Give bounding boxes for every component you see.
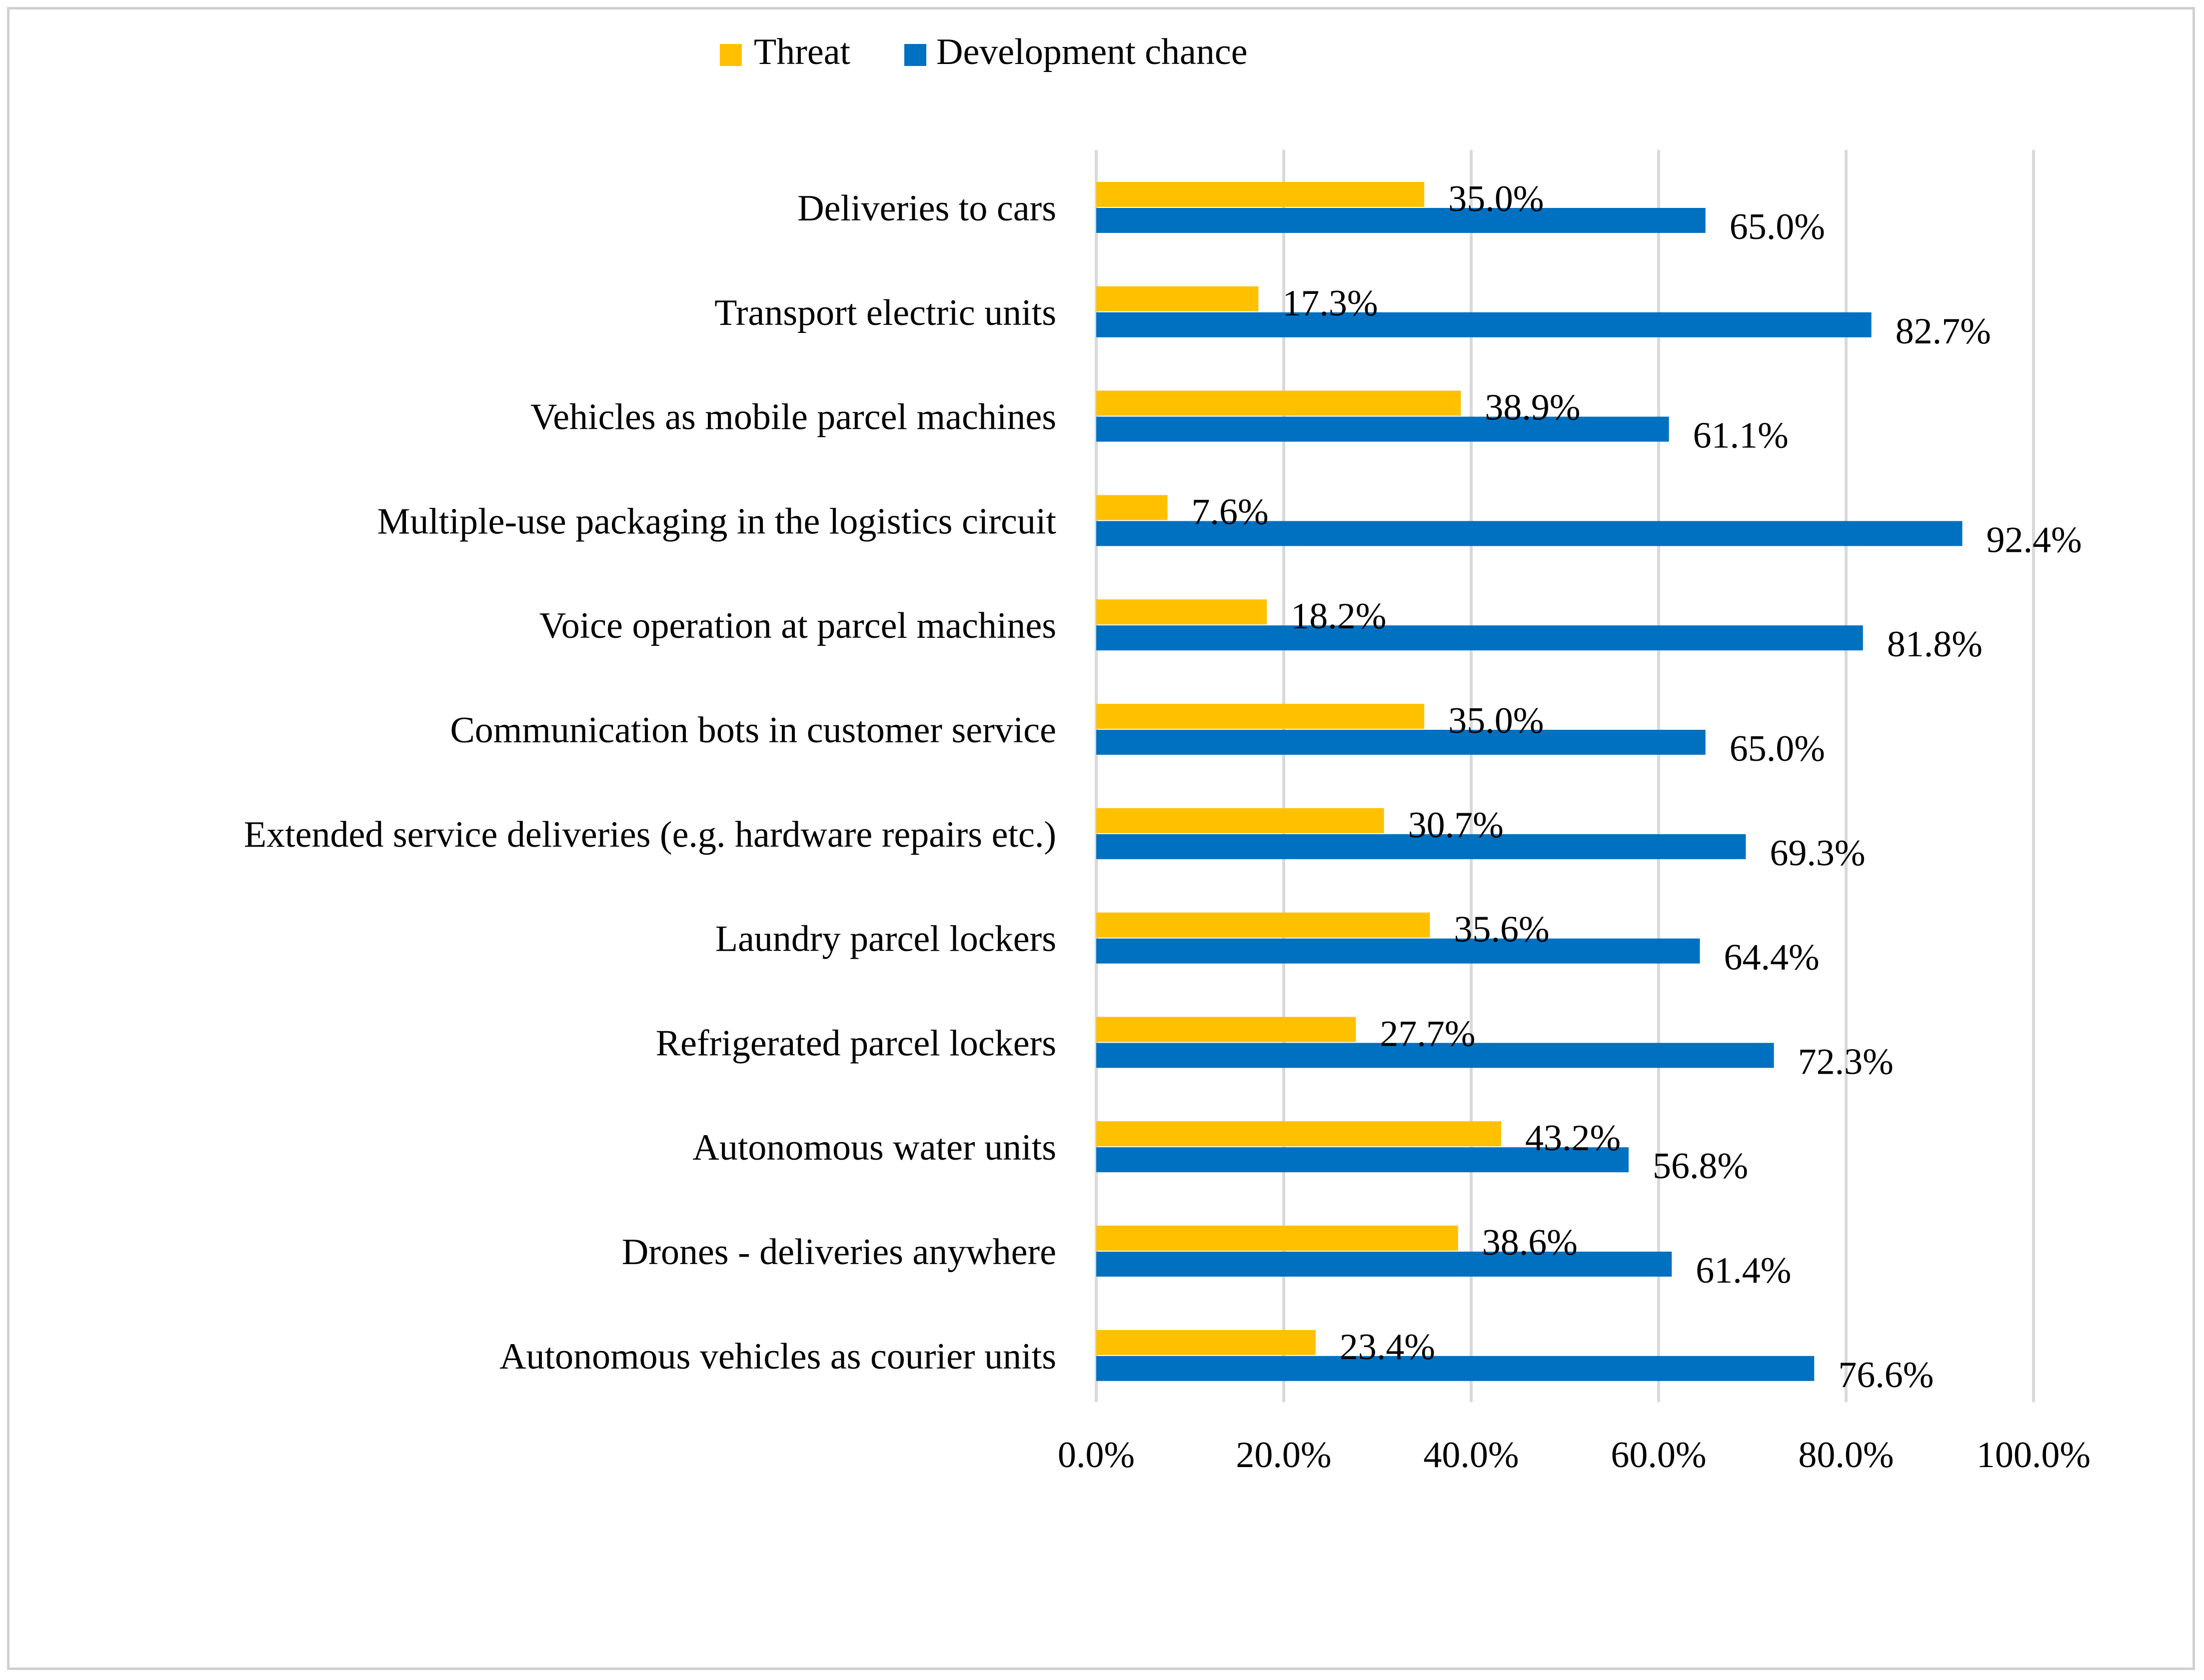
bar-threat <box>1096 390 1461 416</box>
bar-development-chance <box>1096 834 1746 859</box>
value-label-threat: 43.2% <box>1525 1118 1621 1159</box>
value-label-development-chance: 64.4% <box>1724 937 1820 978</box>
bar-threat <box>1096 808 1384 833</box>
value-label-development-chance: 56.8% <box>1653 1146 1748 1187</box>
value-label-threat: 7.6% <box>1192 491 1269 532</box>
value-label-threat: 35.6% <box>1454 909 1550 950</box>
legend: Threat Development chance <box>720 31 1248 72</box>
bar-development-chance <box>1096 208 1706 233</box>
value-label-threat: 17.3% <box>1282 283 1378 324</box>
category-label: Autonomous water units <box>692 1127 1056 1168</box>
value-label-development-chance: 72.3% <box>1798 1041 1894 1082</box>
bar-threat <box>1096 1226 1458 1251</box>
bar-threat <box>1096 495 1168 520</box>
category-label: Laundry parcel lockers <box>715 919 1056 960</box>
x-tick-label: 80.0% <box>1798 1435 1894 1476</box>
x-tick-label: 60.0% <box>1611 1435 1706 1476</box>
value-label-threat: 23.4% <box>1340 1327 1435 1368</box>
value-label-threat: 35.0% <box>1448 700 1544 741</box>
value-label-threat: 35.0% <box>1448 178 1544 219</box>
bar-threat <box>1096 286 1259 311</box>
bar-threat <box>1096 1017 1356 1042</box>
bar-threat <box>1096 912 1430 938</box>
value-label-development-chance: 65.0% <box>1730 206 1825 247</box>
bar-development-chance <box>1096 1252 1672 1277</box>
x-tick-label: 0.0% <box>1058 1435 1135 1476</box>
value-label-threat: 18.2% <box>1291 596 1386 637</box>
bar-development-chance <box>1096 1356 1815 1381</box>
bar-development-chance <box>1096 938 1700 964</box>
category-label: Drones - deliveries anywhere <box>622 1232 1056 1273</box>
bar-threat <box>1096 1330 1316 1355</box>
category-label: Refrigerated parcel lockers <box>656 1023 1056 1064</box>
bar-threat <box>1096 599 1267 625</box>
bar-threat <box>1096 182 1425 207</box>
value-label-development-chance: 69.3% <box>1770 833 1865 874</box>
legend-swatch-threat <box>720 44 742 66</box>
legend-label-development-chance: Development chance <box>936 31 1248 72</box>
legend-swatch-development-chance <box>904 44 926 66</box>
bar-development-chance <box>1096 1147 1629 1173</box>
category-label: Vehicles as mobile parcel machines <box>530 397 1056 438</box>
category-label: Multiple-use packaging in the logistics … <box>377 501 1057 542</box>
x-tick-label: 20.0% <box>1236 1435 1331 1476</box>
category-label: Voice operation at parcel machines <box>539 605 1056 646</box>
value-label-development-chance: 61.1% <box>1693 415 1789 456</box>
legend-label-threat: Threat <box>754 31 851 72</box>
category-label: Deliveries to cars <box>797 188 1056 229</box>
x-tick-label: 100.0% <box>1977 1435 2091 1476</box>
category-label: Extended service deliveries (e.g. hardwa… <box>244 814 1056 855</box>
value-label-threat: 38.9% <box>1485 387 1580 428</box>
value-label-development-chance: 61.4% <box>1696 1250 1791 1291</box>
x-tick-labels: 0.0% 20.0% 40.0% 60.0% 80.0% 100.0% <box>1058 1435 2091 1476</box>
bar-development-chance <box>1096 625 1863 651</box>
bar-development-chance <box>1096 312 1872 337</box>
bar-development-chance <box>1096 1043 1774 1068</box>
value-label-development-chance: 76.6% <box>1838 1355 1934 1396</box>
value-label-threat: 27.7% <box>1380 1013 1475 1054</box>
bar-threat <box>1096 1121 1501 1147</box>
category-labels: Deliveries to cars Transport electric uni… <box>244 188 1057 1377</box>
value-label-threat: 30.7% <box>1408 805 1504 846</box>
bar-threat <box>1096 704 1425 729</box>
category-label: Autonomous vehicles as courier units <box>499 1336 1056 1377</box>
value-label-threat: 38.6% <box>1482 1222 1578 1263</box>
bar-development-chance <box>1096 521 1963 546</box>
bars <box>1096 182 1963 1381</box>
bar-development-chance <box>1096 730 1706 755</box>
value-label-development-chance: 92.4% <box>1987 519 2082 560</box>
x-tick-label: 40.0% <box>1423 1435 1519 1476</box>
value-label-development-chance: 81.8% <box>1887 624 1983 665</box>
value-labels: 35.0% 65.0% 17.3% 82.7% 38.9% 61.1% 7.6% 92.4% 1… <box>1192 178 2082 1396</box>
value-label-development-chance: 82.7% <box>1896 311 1991 352</box>
gridlines <box>1282 150 2035 1402</box>
value-label-development-chance: 65.0% <box>1730 728 1825 769</box>
bar-development-chance <box>1096 416 1669 442</box>
category-label: Transport electric units <box>714 292 1056 333</box>
category-label: Communication bots in customer service <box>450 710 1056 751</box>
